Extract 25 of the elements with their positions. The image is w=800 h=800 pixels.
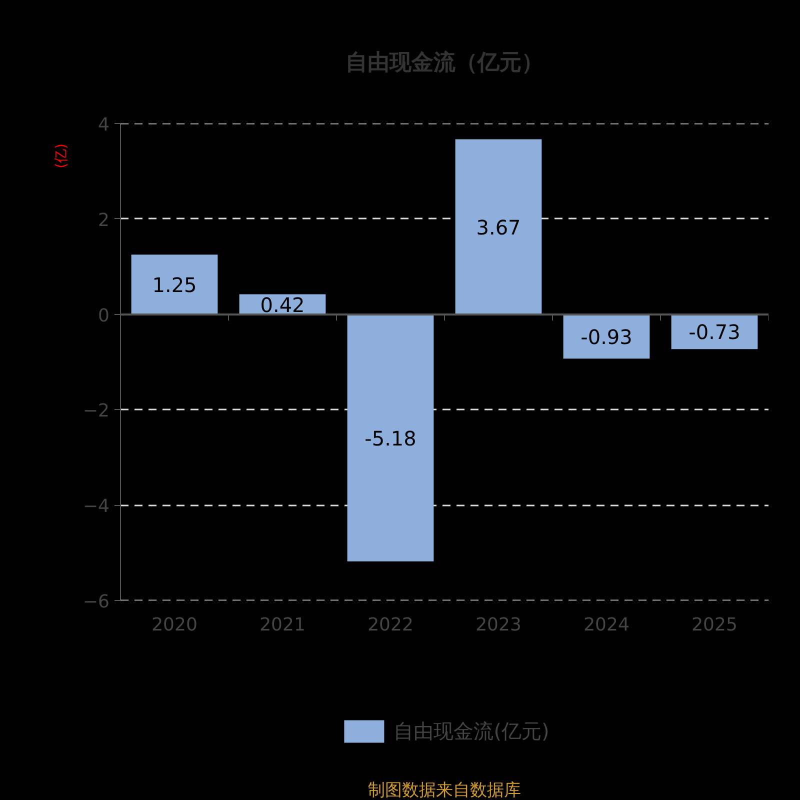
x-tick-label: 2022 — [368, 614, 414, 636]
bar — [455, 139, 542, 314]
y-axis-title: (亿) — [54, 143, 70, 168]
data-label: 3.67 — [476, 215, 521, 240]
y-tick-label: −6 — [82, 592, 110, 612]
data-label: 0.42 — [260, 292, 305, 317]
x-tick-label: 2020 — [152, 614, 198, 636]
y-tick-label: 2 — [98, 210, 110, 231]
y-tick-label: −4 — [82, 496, 110, 518]
bar — [347, 314, 434, 562]
bar — [131, 254, 218, 314]
data-label: -0.73 — [688, 320, 740, 344]
x-tick-label: 2024 — [584, 614, 630, 636]
bar — [563, 314, 650, 359]
text: 制图数据来自数据库 — [368, 780, 521, 800]
y-tick-label: −2 — [82, 400, 110, 422]
data-label: -0.93 — [580, 324, 632, 349]
y-tick-label: 0 — [98, 305, 110, 326]
legend-label: 自由现金流(亿元) — [394, 718, 550, 744]
x-tick-label: 2025 — [692, 614, 738, 636]
x-tick-label: 2023 — [476, 614, 522, 636]
data-label: -5.18 — [364, 426, 416, 450]
data-label: 1.25 — [152, 272, 197, 297]
x-tick-label: 2021 — [260, 614, 306, 636]
y-tick-label: 4 — [98, 114, 110, 136]
